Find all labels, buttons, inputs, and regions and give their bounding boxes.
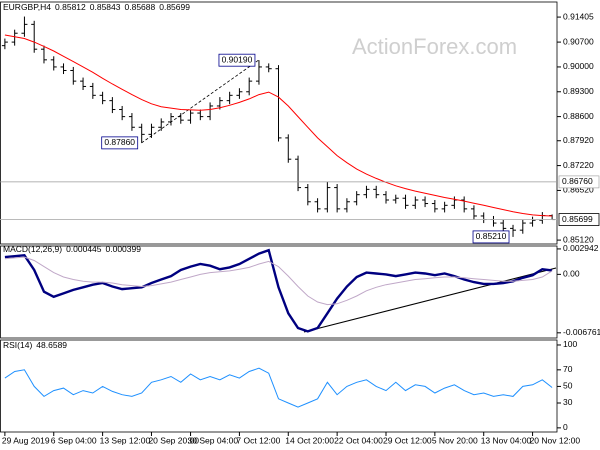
moving-average [4, 34, 553, 217]
x-tick-label: 7 Oct 12:00 [236, 435, 280, 445]
y-tick-label: 0 [563, 422, 568, 432]
x-tick-label: 13 Nov 04:00 [481, 435, 532, 445]
y-tick-label: 0.90700 [563, 36, 594, 46]
signal-line [4, 256, 553, 306]
x-tick-label: 5 Nov 20:00 [432, 435, 478, 445]
y-tick-label: 30 [563, 397, 573, 407]
annotation-label: 0.85210 [476, 231, 507, 241]
last-price-label: 0.85699 [562, 214, 593, 224]
y-tick-label: 0.89300 [563, 86, 594, 96]
level-label: 0.86760 [562, 176, 593, 186]
x-tick-label: 29 Oct 12:00 [383, 435, 432, 445]
y-tick-label: -0.006761 [563, 327, 600, 337]
trend-line [141, 59, 259, 144]
x-tick-label: 13 Sep 12:00 [100, 435, 151, 445]
y-tick-label: 0.87220 [563, 160, 594, 170]
trend-line [303, 267, 557, 333]
y-tick-label: 0.85120 [563, 234, 594, 244]
rsi-title: RSI(14) [3, 340, 32, 350]
last-price-box [558, 213, 600, 226]
annotation-label: 0.87860 [104, 137, 135, 147]
macd-line [4, 248, 553, 333]
y-tick-label: 70 [563, 364, 573, 374]
x-tick-label: 22 Oct 04:00 [334, 435, 383, 445]
y-tick-label: 50 [563, 381, 573, 391]
x-tick-label: 20 Sep 20:00 [148, 435, 199, 445]
y-tick-label: 0.88600 [563, 111, 594, 121]
macd-last: 0.000445 [66, 244, 102, 254]
y-tick-label: 0.86520 [563, 185, 594, 195]
macd-title: MACD(12,26,9) [3, 244, 62, 254]
y-tick-label: 0.90000 [563, 61, 594, 71]
annotation-box [101, 136, 139, 150]
last-high: 0.85843 [90, 2, 121, 12]
panel-frame [0, 245, 558, 339]
macd-header: MACD(12,26,9) 0.000445 0.000399 [3, 244, 141, 254]
last-close: 0.85699 [159, 2, 190, 12]
last-open: 0.85812 [55, 2, 86, 12]
x-tick-label: 20 Nov 12:00 [530, 435, 581, 445]
annotation-box [472, 230, 510, 244]
rsi-header: RSI(14) 48.6589 [3, 340, 67, 350]
y-tick-label: 100 [563, 339, 577, 349]
rsi-last: 48.6589 [36, 340, 67, 350]
annotation-box [218, 53, 256, 67]
signal-last: 0.000399 [106, 244, 142, 254]
x-tick-label: 29 Aug 2019 [2, 435, 50, 445]
symbol: EURGBP,H4 [3, 2, 51, 12]
x-tick-label: 30 Sep 04:00 [188, 435, 239, 445]
y-tick-label: 0.002942 [563, 243, 599, 253]
x-tick-label: 6 Sep 04:00 [51, 435, 97, 445]
watermark: ActionForex.com [352, 34, 517, 59]
rsi-line [4, 367, 553, 408]
level-label-box [558, 175, 600, 189]
panel-frame [0, 1, 558, 245]
y-tick-label: 0.00 [563, 269, 580, 279]
y-tick-label: 0.87920 [563, 135, 594, 145]
price-header: EURGBP,H4 0.85812 0.85843 0.85688 0.85699 [3, 2, 190, 12]
y-tick-label: 0.91405 [563, 11, 594, 21]
last-low: 0.85688 [125, 2, 156, 12]
x-tick-label: 14 Oct 20:00 [285, 435, 334, 445]
annotation-label: 0.90190 [222, 54, 253, 64]
